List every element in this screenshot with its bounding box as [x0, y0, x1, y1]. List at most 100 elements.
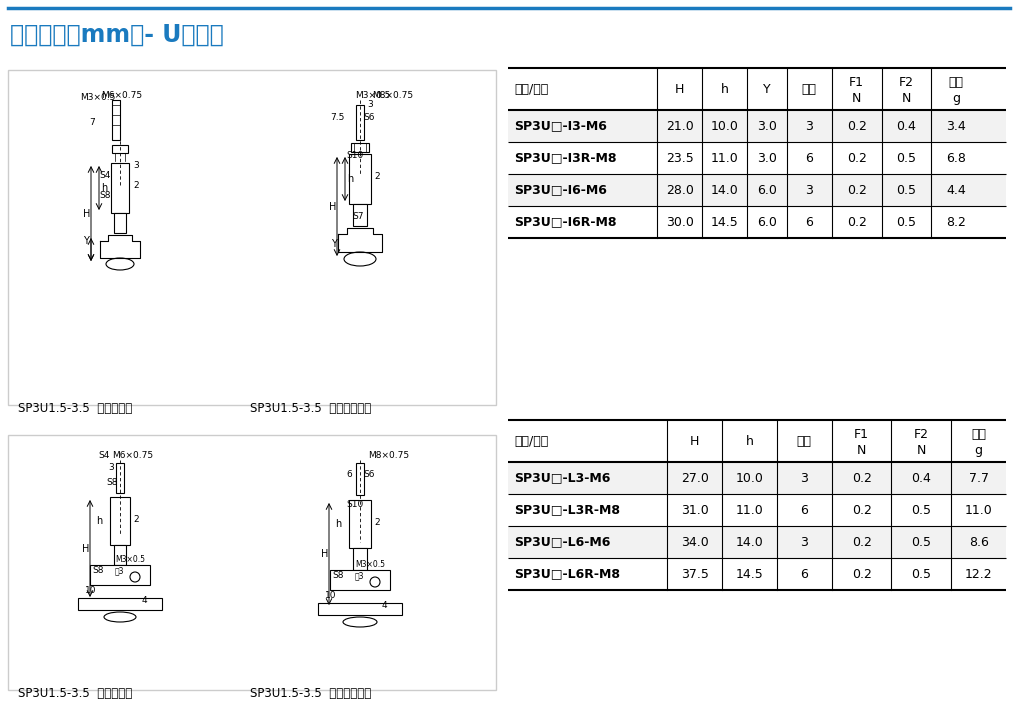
Text: g: g — [974, 444, 982, 457]
Text: 6: 6 — [800, 568, 808, 581]
Text: S6: S6 — [363, 470, 375, 479]
Text: h: h — [721, 82, 729, 95]
Text: 2: 2 — [374, 518, 380, 527]
Text: 0.5: 0.5 — [897, 216, 916, 228]
Text: M3×0.5: M3×0.5 — [80, 93, 116, 102]
Text: 14.5: 14.5 — [736, 568, 764, 581]
Text: H: H — [675, 82, 684, 95]
Text: 行程: 行程 — [797, 435, 811, 448]
Text: 10: 10 — [325, 591, 337, 600]
Text: 3: 3 — [800, 536, 808, 548]
Text: 7.5: 7.5 — [330, 113, 344, 122]
Text: S8: S8 — [92, 566, 104, 575]
Text: 0.4: 0.4 — [911, 472, 931, 485]
Text: 0.5: 0.5 — [911, 503, 931, 516]
Text: 单重: 单重 — [971, 428, 986, 441]
Text: SP3U□-L6R-M8: SP3U□-L6R-M8 — [514, 568, 620, 581]
Text: H: H — [82, 543, 90, 553]
Circle shape — [370, 577, 380, 587]
Text: M6×0.75: M6×0.75 — [102, 91, 143, 100]
Bar — [90, 565, 150, 585]
Text: S10: S10 — [346, 500, 363, 509]
Bar — [330, 570, 390, 590]
Text: 0.2: 0.2 — [847, 152, 866, 165]
Text: 10.0: 10.0 — [711, 120, 739, 132]
Ellipse shape — [106, 258, 134, 270]
Text: M3×0.5
深3: M3×0.5 深3 — [115, 555, 145, 575]
Text: 11.0: 11.0 — [965, 503, 993, 516]
Ellipse shape — [344, 252, 376, 266]
Text: 21.0: 21.0 — [666, 120, 693, 132]
Text: 7: 7 — [89, 118, 95, 127]
Text: M8×0.75: M8×0.75 — [372, 91, 413, 100]
Ellipse shape — [343, 617, 377, 627]
Text: g: g — [952, 92, 960, 105]
Text: 31.0: 31.0 — [681, 503, 709, 516]
Text: 3.0: 3.0 — [757, 152, 777, 165]
Text: 6: 6 — [346, 470, 352, 479]
Text: N: N — [857, 444, 866, 457]
Text: 0.2: 0.2 — [852, 503, 871, 516]
Bar — [116, 463, 124, 493]
Bar — [353, 548, 367, 570]
Text: 6: 6 — [805, 216, 813, 228]
Text: F1: F1 — [854, 428, 869, 441]
Text: 0.5: 0.5 — [897, 183, 916, 196]
Polygon shape — [338, 228, 382, 252]
Text: 34.0: 34.0 — [681, 536, 709, 548]
Bar — [351, 143, 369, 152]
Text: 3: 3 — [805, 120, 813, 132]
Bar — [110, 497, 130, 545]
Text: 4: 4 — [382, 601, 388, 610]
Text: 10: 10 — [84, 586, 97, 595]
Bar — [114, 213, 126, 233]
Text: 8.6: 8.6 — [969, 536, 988, 548]
Text: 10.0: 10.0 — [736, 472, 764, 485]
Text: SP3U1.5-3.5  水平可回転: SP3U1.5-3.5 水平可回転 — [18, 687, 132, 700]
Text: Y: Y — [331, 239, 337, 249]
Text: S4: S4 — [98, 451, 109, 460]
Text: SP3U□-L6-M6: SP3U□-L6-M6 — [514, 536, 611, 548]
Text: 0.2: 0.2 — [847, 183, 866, 196]
Text: 37.5: 37.5 — [681, 568, 709, 581]
Text: SP3U□-L3-M6: SP3U□-L3-M6 — [514, 472, 611, 485]
Bar — [356, 105, 364, 140]
Text: 2: 2 — [374, 172, 380, 181]
Text: H: H — [329, 201, 336, 211]
Text: 6.0: 6.0 — [757, 183, 777, 196]
Text: h: h — [745, 435, 753, 448]
Bar — [8, 435, 496, 690]
Text: N: N — [916, 444, 926, 457]
Text: 6.0: 6.0 — [757, 216, 777, 228]
Text: 12.2: 12.2 — [965, 568, 993, 581]
Text: H: H — [321, 549, 329, 559]
Bar — [508, 110, 1006, 142]
Text: 0.4: 0.4 — [897, 120, 916, 132]
Text: 6.8: 6.8 — [947, 152, 966, 165]
Text: M3×0.5: M3×0.5 — [355, 91, 390, 100]
Text: 型号/尺寸: 型号/尺寸 — [514, 435, 549, 448]
Text: H: H — [83, 208, 91, 218]
Text: 28.0: 28.0 — [666, 183, 693, 196]
Text: H: H — [690, 435, 699, 448]
Bar — [112, 145, 128, 153]
Text: 0.2: 0.2 — [852, 568, 871, 581]
Text: h: h — [96, 516, 102, 526]
Text: 0.5: 0.5 — [911, 568, 931, 581]
Text: h: h — [101, 183, 107, 193]
Text: N: N — [852, 92, 861, 105]
Text: 3: 3 — [108, 463, 114, 472]
Text: Y: Y — [764, 82, 771, 95]
Text: SP3U□-L3R-M8: SP3U□-L3R-M8 — [514, 503, 620, 516]
Text: S7: S7 — [352, 212, 363, 221]
Text: SP3U□-I6-M6: SP3U□-I6-M6 — [514, 183, 607, 196]
Text: 7.7: 7.7 — [968, 472, 988, 485]
Text: 3: 3 — [805, 183, 813, 196]
Bar — [508, 174, 1006, 206]
Text: 型号/尺寸: 型号/尺寸 — [514, 82, 549, 95]
Text: Y: Y — [83, 236, 89, 246]
Text: SP3U□-I3R-M8: SP3U□-I3R-M8 — [514, 152, 617, 165]
Text: 11.0: 11.0 — [736, 503, 764, 516]
Text: M6×0.75: M6×0.75 — [112, 451, 153, 460]
Text: 3.0: 3.0 — [757, 120, 777, 132]
